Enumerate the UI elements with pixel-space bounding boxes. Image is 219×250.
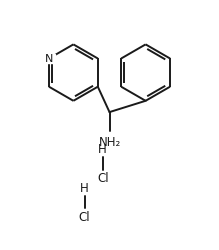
Text: H: H [80, 181, 89, 194]
Text: N: N [45, 54, 53, 64]
Bar [43, 54, 55, 64]
Text: H: H [98, 143, 107, 156]
Text: NH₂: NH₂ [98, 135, 121, 148]
Text: Cl: Cl [97, 172, 109, 185]
Text: Cl: Cl [79, 210, 90, 223]
